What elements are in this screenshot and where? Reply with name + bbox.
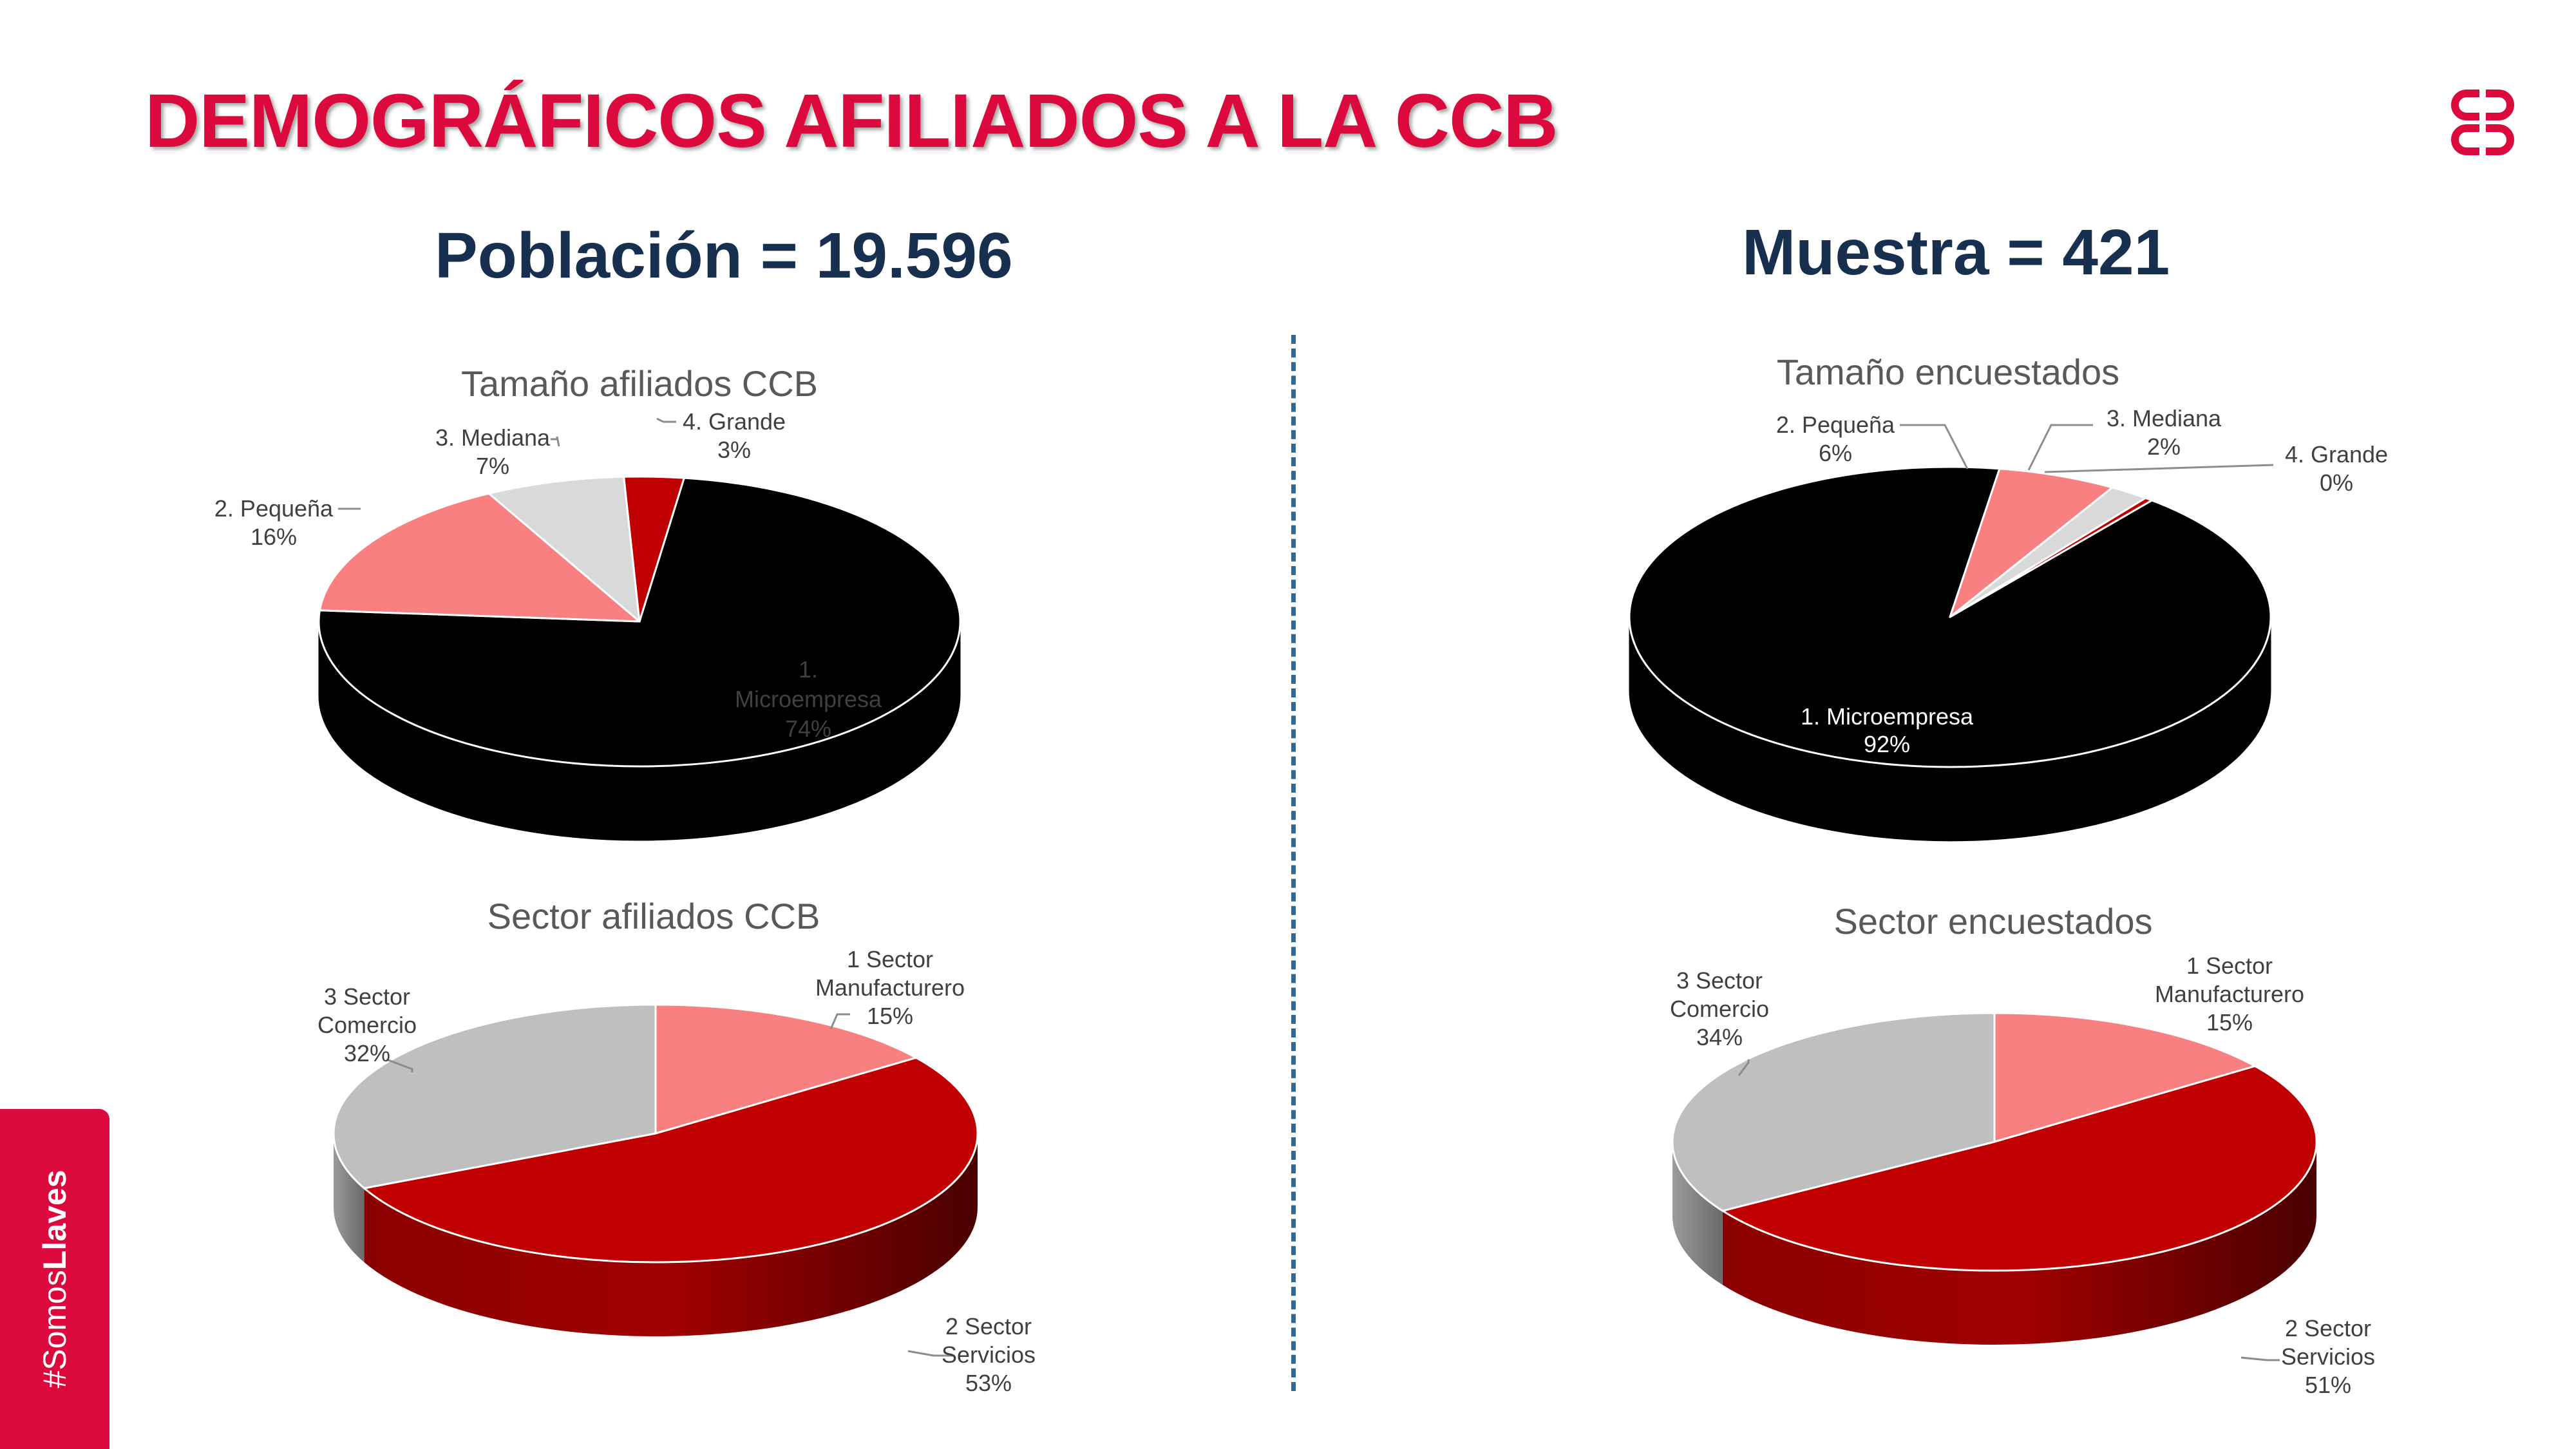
data-label: 2 Sector Servicios 53%: [942, 1313, 1036, 1396]
chart-tamano-encuestados: Tamaño encuestados 1. Microempresa 92% 2.…: [1628, 352, 2388, 842]
data-label: 2 Sector Servicios 51%: [2281, 1315, 2375, 1398]
data-label: 2. Pequeña 16%: [214, 495, 334, 550]
population-heading: Población = 19.596: [435, 220, 1013, 292]
chart-title: Tamaño afiliados CCB: [461, 363, 818, 404]
chart-sector-encuestados: Sector encuestados 1 Sector Manufacturero…: [1670, 901, 2375, 1398]
data-label: 1 Sector Manufacturero 15%: [2155, 952, 2304, 1036]
pie-slice-3: [1671, 1012, 1996, 1212]
pie-slice-3: [488, 475, 641, 623]
pie-slice-4: [623, 475, 685, 623]
leader-line: [1738, 1059, 1750, 1076]
leader-line: [386, 1058, 413, 1072]
chart-title: Sector encuestados: [1834, 901, 2153, 942]
pie-slice-2: [363, 1056, 979, 1264]
data-label: 2. Pequeña 6%: [1776, 412, 1895, 466]
pie-slice-2: [1721, 1065, 2318, 1272]
data-label: 4. Grande 0%: [2285, 441, 2388, 496]
leader-line: [1900, 424, 1969, 469]
chart-title: Tamaño encuestados: [1777, 352, 2119, 392]
pie-slice-2: [318, 492, 641, 623]
leader-line: [2027, 424, 2093, 471]
divider-line: [1291, 335, 1296, 1391]
data-label: 3 Sector Comercio 34%: [1670, 967, 1769, 1050]
hashtag-sidebar: #SomosLlaves: [0, 1109, 109, 1449]
leader-line: [2240, 1356, 2280, 1361]
pie-side-3: [334, 1133, 365, 1263]
pie-slice-4: [1949, 497, 2153, 618]
pie-side-2: [1722, 1142, 2316, 1345]
data-label: 3 Sector Comercio 32%: [317, 983, 417, 1066]
pie-side-2: [364, 1133, 978, 1336]
data-label: 3. Mediana 2%: [2107, 405, 2222, 460]
leader-line: [551, 436, 560, 447]
pie-slice-1: [1993, 1012, 2257, 1143]
data-label: 4. Grande 3%: [683, 408, 786, 463]
leader-line: [2044, 464, 2274, 473]
hashtag-text: #SomosLlaves: [37, 1170, 73, 1388]
chart-title: Sector afiliados CCB: [488, 896, 820, 936]
data-label: 1. Microempresa 92%: [1801, 703, 1974, 757]
data-label: 1 Sector Manufacturero 15%: [815, 946, 965, 1029]
chart-tamano-afiliados: Tamaño afiliados CCB 1. Microempresa 74% 2…: [214, 363, 961, 841]
chart-sector-afiliados: Sector afiliados CCB 1 Sector Manufacture…: [317, 896, 1036, 1396]
pie-slice-2: [1949, 468, 2114, 618]
slide-title: DEMOGRÁFICOS AFILIADOS A LA CCB: [145, 79, 1558, 164]
data-label: 1. Microempresa 74%: [735, 656, 882, 742]
pie-slice-1: [654, 1003, 918, 1135]
sample-heading: Muestra = 421: [1742, 216, 2170, 289]
data-label: 3. Mediana 7%: [435, 424, 551, 479]
leader-line: [907, 1350, 953, 1357]
ccb-logo-icon: [2451, 90, 2514, 155]
leader-line: [656, 417, 676, 423]
leader-line: [829, 1013, 850, 1030]
pie-slice-3: [332, 1003, 657, 1189]
